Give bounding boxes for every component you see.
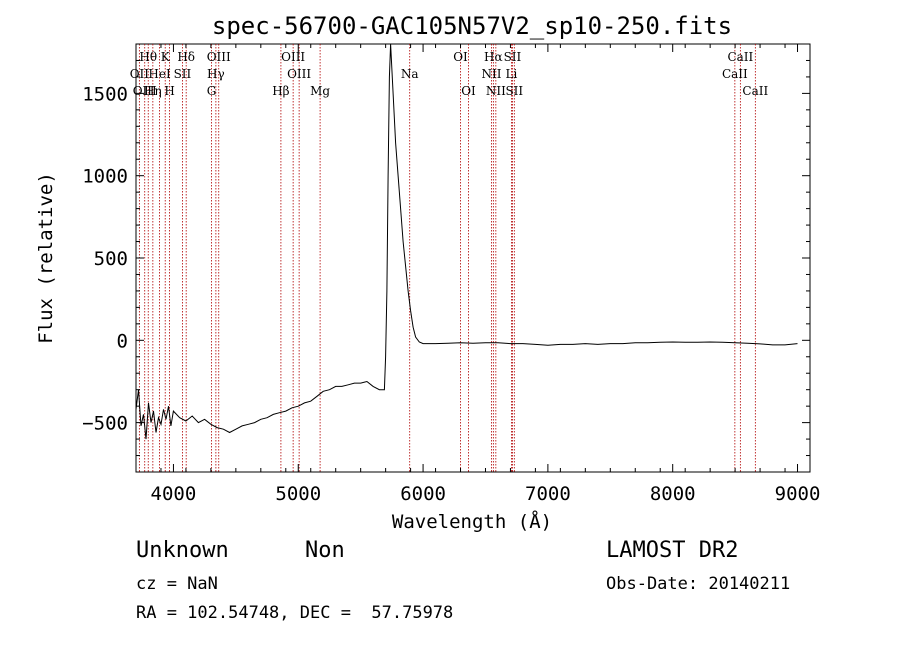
x-tick-label: 5000 xyxy=(275,483,321,505)
x-tick-label: 6000 xyxy=(400,483,446,505)
y-tick-label: 500 xyxy=(94,248,128,270)
emission-line-label: Hδ xyxy=(177,50,195,64)
x-axis-ticks: 4000 5000 6000 7000 8000 9000 xyxy=(135,44,821,505)
y-tick-label: 1000 xyxy=(82,166,128,188)
emission-line-label: Hγ xyxy=(207,67,225,81)
emission-line-label: Hβ xyxy=(272,84,289,98)
spectrum-series-line xyxy=(135,43,798,440)
survey-name: LAMOST DR2 xyxy=(606,538,739,563)
emission-line-label: CaII xyxy=(722,67,748,81)
emission-line-label: OIII xyxy=(281,50,305,64)
emission-line-label: OIII xyxy=(287,67,311,81)
y-tick-label: 0 xyxy=(117,330,128,352)
chart-title: spec-56700-GAC105N57V2_sp10-250.fits xyxy=(212,12,732,40)
cz-value: cz = NaN xyxy=(136,574,218,594)
emission-line-label: NII xyxy=(486,84,506,98)
emission-line-label: NII xyxy=(481,67,501,81)
emission-line-label: HeI xyxy=(148,67,171,81)
emission-line-label: Li xyxy=(506,67,518,81)
emission-line-label: G xyxy=(207,84,217,98)
coordinates: RA = 102.54748, DEC = 57.75978 xyxy=(136,603,454,623)
obs-date: Obs-Date: 20140211 xyxy=(606,574,791,594)
x-tick-label: 4000 xyxy=(151,483,197,505)
emission-line-label: SII xyxy=(504,50,522,64)
object-subclass: Non xyxy=(305,538,345,563)
emission-line-label: SII xyxy=(174,67,192,81)
emission-line-label: OI xyxy=(453,50,468,64)
emission-line-label: Hα xyxy=(484,50,503,64)
emission-line-label: CaII xyxy=(742,84,768,98)
x-axis-label: Wavelength (Å) xyxy=(392,510,552,533)
object-class: Unknown xyxy=(136,538,229,563)
y-axis-label: Flux (relative) xyxy=(35,172,57,344)
emission-line-label: H xyxy=(164,84,174,98)
emission-line-label: Na xyxy=(401,67,419,81)
emission-line-label: Mg xyxy=(310,84,330,98)
x-tick-label: 8000 xyxy=(650,483,696,505)
emission-line-label: OIII xyxy=(207,50,231,64)
x-tick-label: 9000 xyxy=(775,483,821,505)
emission-line-label: SII xyxy=(505,84,523,98)
emission-line-label: K xyxy=(161,50,171,64)
emission-line-markers xyxy=(138,44,756,472)
emission-line-label: CaII xyxy=(727,50,753,64)
emission-line-label: Hη xyxy=(144,84,162,98)
emission-line-label: OIII xyxy=(133,84,157,98)
emission-line-label: OII xyxy=(130,67,150,81)
y-tick-label: 1500 xyxy=(82,83,128,105)
emission-line-label: OI xyxy=(461,84,476,98)
y-tick-label: −500 xyxy=(82,413,128,435)
emission-line-label: Hθ xyxy=(139,50,157,64)
y-axis-ticks: −500 0 500 1000 1500 xyxy=(82,43,810,473)
x-tick-label: 7000 xyxy=(525,483,571,505)
plot-frame xyxy=(135,43,811,473)
